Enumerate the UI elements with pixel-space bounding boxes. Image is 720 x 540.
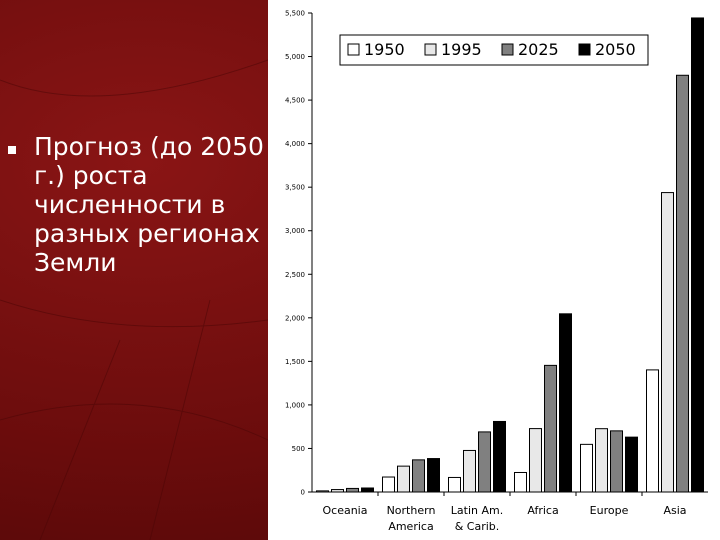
y-tick-label: 5,000	[285, 53, 305, 61]
bar-1995-3	[529, 428, 542, 493]
bar-1950-1	[382, 476, 395, 493]
bar-2050-0	[361, 487, 374, 493]
bar-1995-4	[595, 428, 608, 493]
chart-bars	[316, 17, 704, 493]
bar-2050-2	[493, 420, 506, 493]
legend-swatch	[424, 43, 437, 56]
category-label: Northern	[387, 504, 436, 517]
category-label: Asia	[663, 504, 686, 517]
legend-label: 1950	[364, 40, 405, 59]
bar-2025-2	[478, 431, 491, 493]
category-label: Latin Am.	[451, 504, 503, 517]
chart-axes: 0 500 1,000 1,500 2,000 2,500 3,000 3,500 4,000 4…	[285, 10, 708, 497]
square-bullet-icon	[8, 146, 16, 154]
bar-2050-5	[691, 17, 704, 493]
y-tick-label: 4,000	[285, 140, 305, 148]
bar-2025-4	[610, 430, 623, 493]
y-tick-label: 3,000	[285, 227, 305, 235]
bar-1950-0	[316, 490, 329, 493]
bar-2050-4	[625, 436, 638, 493]
category-labels: Oceania Northern America Latin Am. & Carib. A…	[323, 504, 687, 533]
legend-swatch	[501, 43, 514, 56]
bar-2025-1	[412, 459, 425, 493]
y-tick-label: 1,000	[285, 401, 305, 409]
bar-1995-0	[331, 489, 344, 493]
category-label: Africa	[527, 504, 558, 517]
legend-label: 2025	[518, 40, 559, 59]
y-tick-label: 500	[292, 445, 305, 453]
slide-caption: Прогноз (до 2050 г.) роста численности в…	[34, 132, 264, 277]
chart-legend: 1950 1995 2025 2050	[339, 34, 649, 66]
legend-box	[339, 34, 649, 66]
chart-panel: 0 500 1,000 1,500 2,000 2,500 3,000 3,500 4,000 4…	[268, 0, 720, 540]
bar-1995-5	[661, 192, 674, 493]
bar-2050-3	[559, 313, 572, 493]
y-tick-label: 2,500	[285, 271, 305, 279]
bar-1950-4	[580, 443, 593, 493]
legend-label: 2050	[595, 40, 636, 59]
legend-swatch	[347, 43, 360, 56]
y-tick-label: 3,500	[285, 184, 305, 192]
category-label: & Carib.	[455, 520, 500, 533]
y-tick-label: 1,500	[285, 358, 305, 366]
y-tick-label: 4,500	[285, 97, 305, 105]
legend-swatch	[578, 43, 591, 56]
bar-2025-5	[676, 74, 689, 493]
bar-1950-5	[646, 369, 659, 493]
y-tick-label: 5,500	[285, 10, 305, 18]
population-bar-chart: 0 500 1,000 1,500 2,000 2,500 3,000 3,500 4,000 4…	[285, 10, 708, 533]
y-tick-label: 2,000	[285, 314, 305, 322]
category-label: America	[388, 520, 433, 533]
bar-1950-2	[448, 476, 461, 493]
bar-1995-2	[463, 449, 476, 493]
legend-label: 1995	[441, 40, 482, 59]
bar-2050-1	[427, 458, 440, 493]
bar-1995-1	[397, 465, 410, 493]
bar-1950-3	[514, 471, 527, 493]
bar-2025-3	[544, 364, 557, 493]
bar-2025-0	[346, 487, 359, 493]
y-tick-label: 0	[301, 489, 305, 497]
category-label: Oceania	[323, 504, 368, 517]
category-label: Europe	[590, 504, 629, 517]
